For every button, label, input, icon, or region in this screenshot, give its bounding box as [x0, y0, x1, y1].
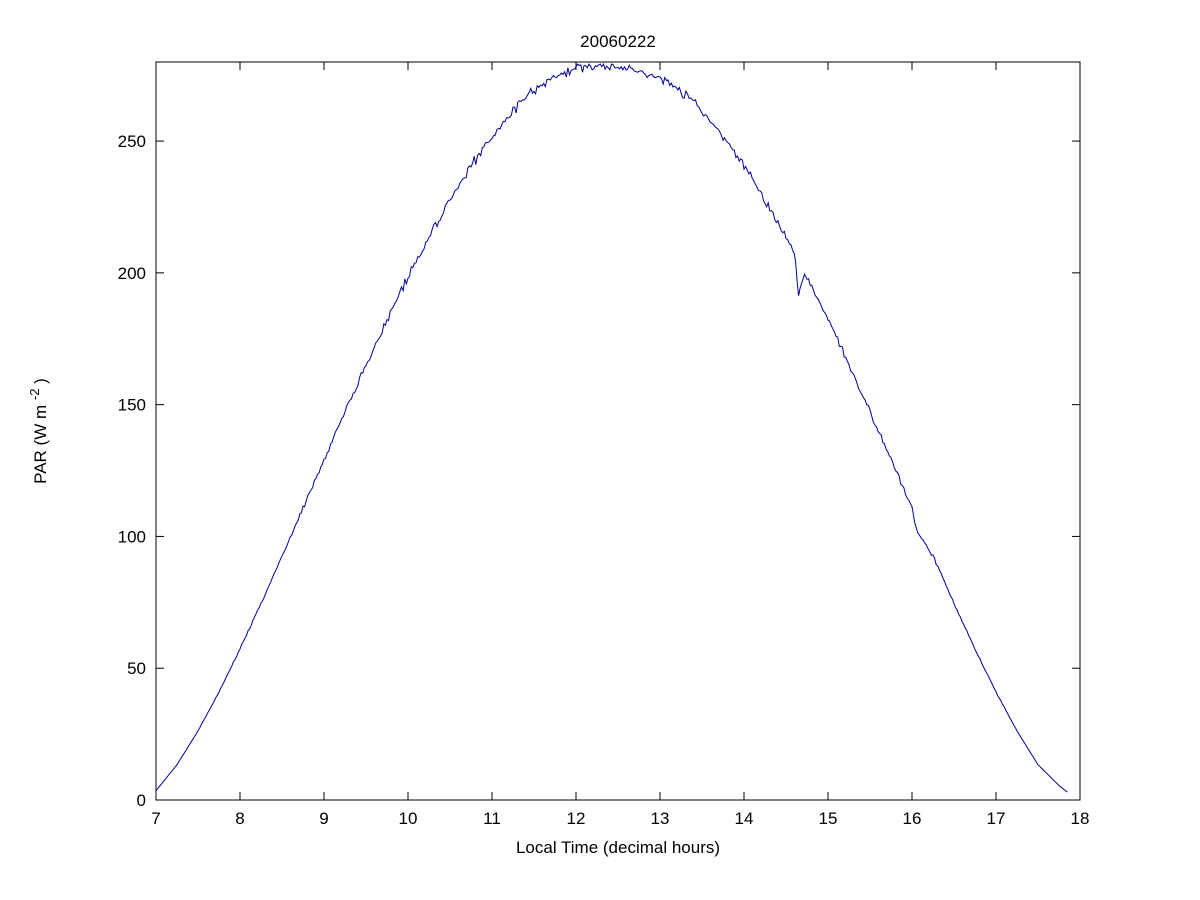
y-tick-label: 150 [118, 396, 146, 415]
x-tick-label: 9 [319, 809, 328, 828]
y-axis-label-suffix: ) [31, 378, 50, 384]
x-axis-label: Local Time (decimal hours) [516, 838, 720, 857]
x-tick-label: 15 [819, 809, 838, 828]
axes-box [155, 61, 1081, 801]
y-tick-label: 50 [127, 659, 146, 678]
y-axis-label: PAR (W m -2 ) [24, 378, 50, 484]
y-tick-label: 100 [118, 527, 146, 546]
y-axis-label-prefix: PAR (W m [31, 405, 50, 484]
x-tick-label: 7 [151, 809, 160, 828]
x-tick-label: 11 [483, 809, 501, 828]
y-tick-label: 0 [137, 791, 146, 810]
x-tick-label: 8 [235, 809, 244, 828]
y-axis-label-superscript: -2 [27, 389, 42, 401]
y-tick-label: 250 [118, 132, 146, 151]
chart-title: 20060222 [580, 32, 656, 51]
x-tick-label: 17 [987, 809, 1006, 828]
plot-area: 7 8 9 10 11 12 13 14 15 16 17 18 0 50 100 150 200 250 [118, 61, 1090, 828]
x-tick-label: 18 [1071, 809, 1090, 828]
x-tick-label: 12 [567, 809, 586, 828]
x-tick-label: 10 [399, 809, 418, 828]
par-series-line [155, 62, 1068, 793]
x-tick-label: 14 [735, 809, 754, 828]
x-tick-label: 13 [651, 809, 670, 828]
x-tick-label: 16 [903, 809, 922, 828]
y-tick-label: 200 [118, 264, 146, 283]
